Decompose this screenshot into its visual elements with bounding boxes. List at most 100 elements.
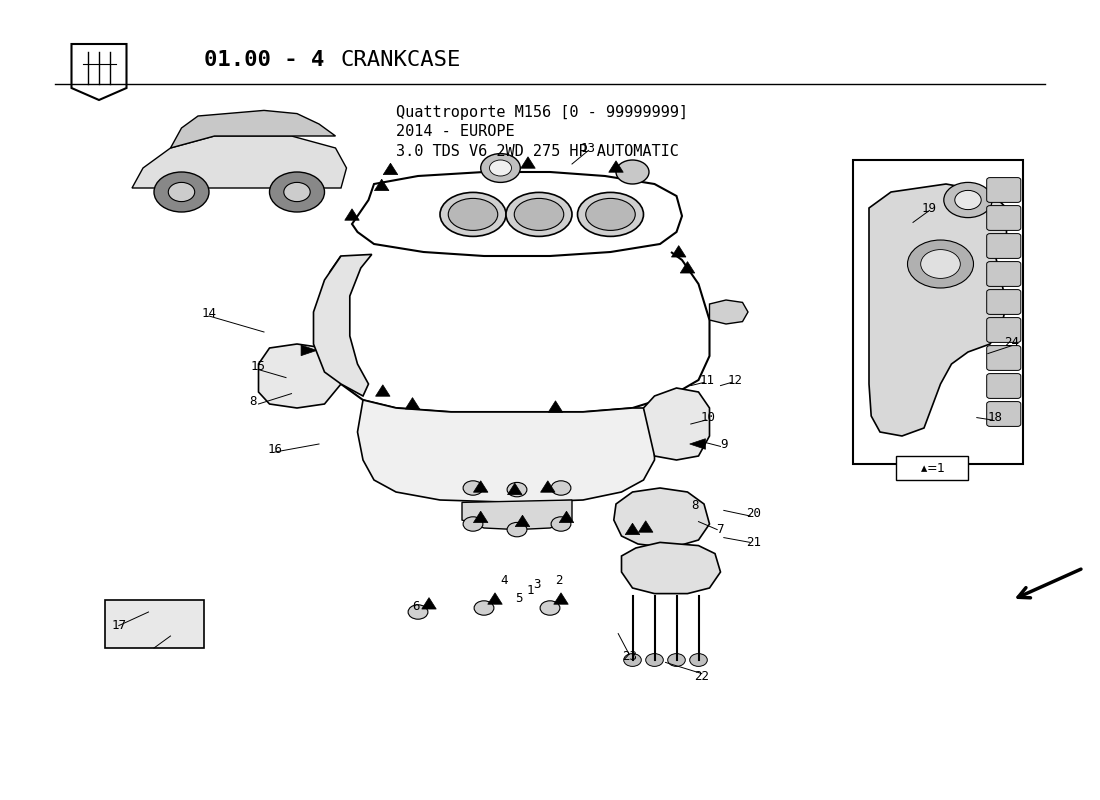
Ellipse shape [440,192,506,237]
Polygon shape [344,371,360,382]
Text: 1: 1 [527,584,534,597]
Polygon shape [462,500,572,530]
Text: 16: 16 [267,443,283,456]
FancyBboxPatch shape [987,262,1021,286]
Circle shape [490,160,512,176]
Circle shape [690,654,707,666]
Text: 14: 14 [201,307,217,320]
Polygon shape [421,598,437,609]
FancyBboxPatch shape [987,178,1021,202]
Polygon shape [644,388,710,460]
Text: 2014 - EUROPE: 2014 - EUROPE [396,125,515,139]
Text: 23: 23 [621,650,637,662]
Ellipse shape [578,192,644,237]
Text: 15: 15 [251,360,266,373]
FancyBboxPatch shape [987,318,1021,342]
Text: 10: 10 [701,411,716,424]
Circle shape [507,522,527,537]
Polygon shape [628,559,643,570]
Text: 13: 13 [581,142,596,154]
Text: 01.00 - 4: 01.00 - 4 [204,50,323,70]
Polygon shape [375,385,390,396]
Ellipse shape [585,198,636,230]
Circle shape [270,172,324,212]
Polygon shape [314,254,372,396]
Circle shape [463,517,483,531]
Text: 3: 3 [534,578,540,590]
Polygon shape [638,521,653,532]
Circle shape [408,605,428,619]
Polygon shape [608,161,624,172]
Ellipse shape [449,198,497,230]
Text: 8: 8 [692,499,698,512]
Circle shape [616,160,649,184]
Text: 7: 7 [716,523,723,536]
Circle shape [284,182,310,202]
Polygon shape [507,483,522,494]
Polygon shape [671,246,686,257]
Circle shape [908,240,974,288]
Circle shape [955,190,981,210]
Text: $\blacktriangle$=1: $\blacktriangle$=1 [920,462,946,474]
FancyBboxPatch shape [987,374,1021,398]
Polygon shape [654,559,670,570]
Text: Quattroporte M156 [0 - 99999999]: Quattroporte M156 [0 - 99999999] [396,105,688,119]
Circle shape [507,482,527,497]
Circle shape [921,250,960,278]
Text: 9: 9 [720,438,727,451]
Polygon shape [540,481,556,492]
Circle shape [668,654,685,666]
Polygon shape [553,593,569,604]
Circle shape [474,601,494,615]
FancyBboxPatch shape [104,600,204,648]
Text: CRANKCASE: CRANKCASE [341,50,461,70]
FancyBboxPatch shape [987,346,1021,370]
Circle shape [481,154,520,182]
FancyBboxPatch shape [852,160,1023,464]
Circle shape [624,654,641,666]
Circle shape [551,481,571,495]
Polygon shape [301,345,317,356]
FancyBboxPatch shape [896,456,968,480]
Polygon shape [374,179,389,190]
Text: 3.0 TDS V6 2WD 275 HP AUTOMATIC: 3.0 TDS V6 2WD 275 HP AUTOMATIC [396,145,679,159]
Polygon shape [621,542,720,594]
Polygon shape [690,438,705,450]
Polygon shape [383,163,398,174]
Polygon shape [515,515,530,526]
Polygon shape [487,593,503,604]
Text: 20: 20 [746,507,761,520]
Polygon shape [680,262,695,273]
Circle shape [646,654,663,666]
Text: 2: 2 [556,574,562,586]
FancyBboxPatch shape [987,402,1021,426]
Text: 5: 5 [516,592,522,605]
Text: 12: 12 [727,374,742,386]
Polygon shape [614,488,710,548]
Polygon shape [405,398,420,409]
Polygon shape [170,110,336,148]
Circle shape [168,182,195,202]
Ellipse shape [515,198,563,230]
Text: 24: 24 [1004,336,1020,349]
Polygon shape [473,511,488,522]
Circle shape [463,481,483,495]
Text: 17: 17 [111,619,126,632]
FancyBboxPatch shape [987,206,1021,230]
Polygon shape [358,400,654,502]
Polygon shape [559,511,574,522]
Polygon shape [344,209,360,220]
FancyBboxPatch shape [987,290,1021,314]
Polygon shape [258,344,341,408]
Polygon shape [869,184,1006,436]
Polygon shape [132,136,346,188]
Text: 18: 18 [988,411,1003,424]
Text: 11: 11 [700,374,715,386]
Polygon shape [473,481,488,492]
Circle shape [944,182,992,218]
FancyBboxPatch shape [987,234,1021,258]
Polygon shape [625,523,640,534]
Text: 21: 21 [746,536,761,549]
Text: 19: 19 [922,202,937,214]
Polygon shape [548,401,563,412]
